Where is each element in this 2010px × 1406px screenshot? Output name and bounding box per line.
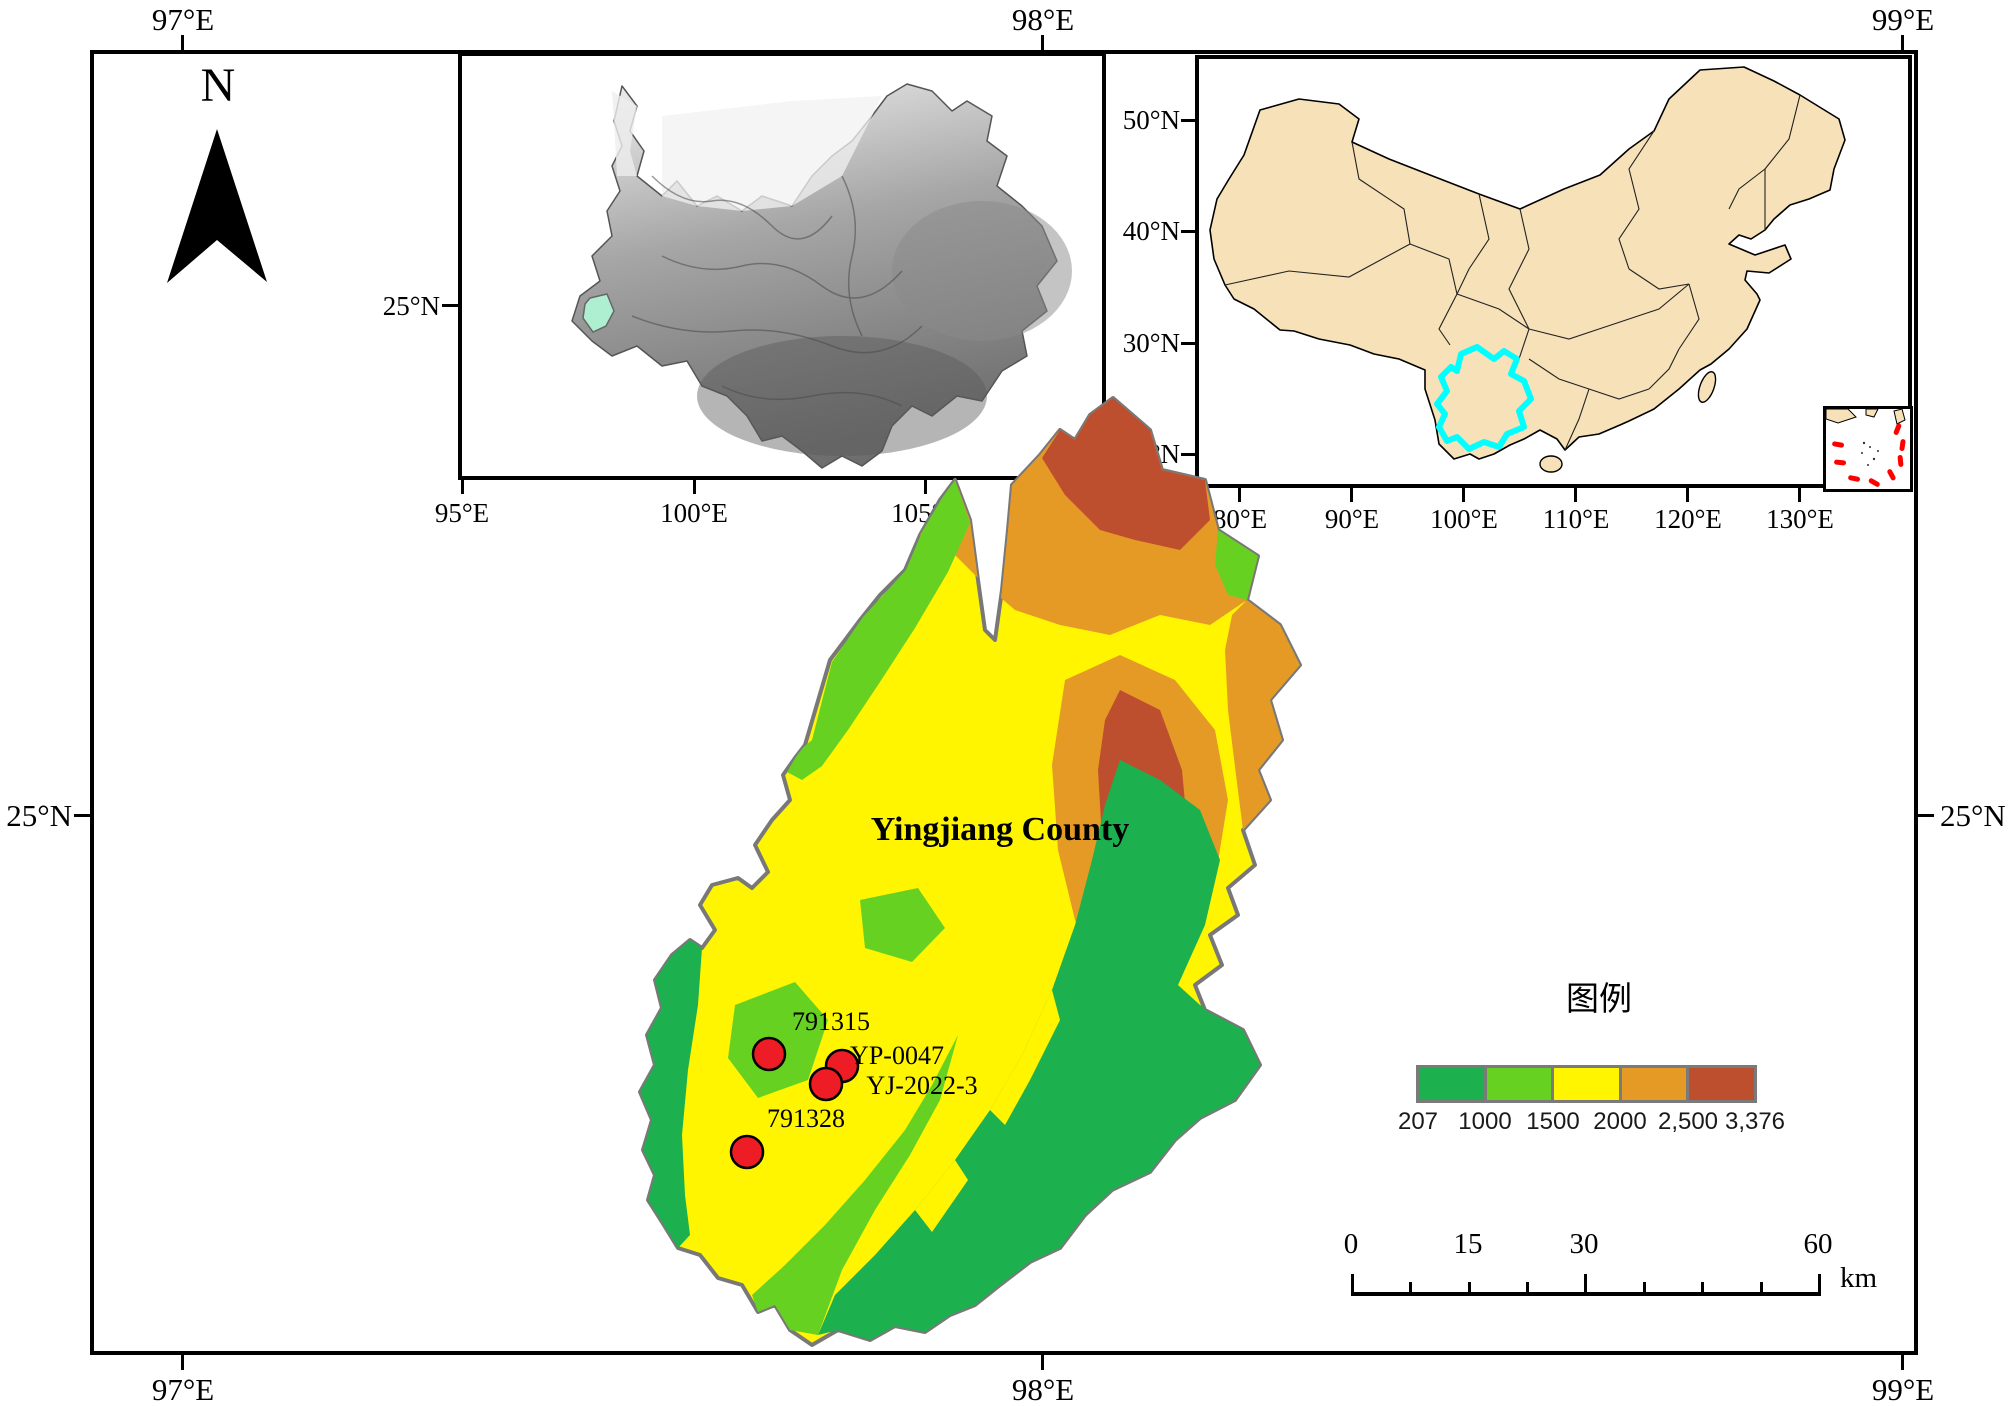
scale-tick-minor-4 [1701,1282,1704,1296]
south-china-sea-map [1826,409,1906,487]
legend-swatch-4 [1621,1068,1690,1100]
scale-label-0: 0 [1343,1228,1359,1260]
legend-value-2000: 2000 [1593,1108,1647,1135]
site-marker-791328 [729,1134,765,1170]
inset-china-tick-110e [1574,488,1577,502]
legend-value-1000: 1000 [1458,1108,1512,1135]
inset-yunnan-frame [458,52,1106,480]
inset-china-map [1209,66,1846,473]
inset-china-lon-100e: 100°E [1430,504,1498,534]
inset-yunnan-tick-100e [693,480,696,494]
inset-china-tick-30n [1181,342,1195,345]
legend-swatch-2 [1486,1068,1555,1100]
inset-china-lon-130e: 130°E [1766,504,1834,534]
lon-label-top-98e: 98°E [1011,2,1075,37]
site-marker-yj-2022-3 [808,1066,844,1102]
relief-lines [631,175,923,407]
yingjiang-county-map: Yingjiang County 791315 YP-0047 YJ-2022-… [638,396,1302,1347]
legend-swatch-5 [1689,1068,1754,1100]
inset-china-tick-20n [1181,453,1195,456]
inset-china-tick-90e [1350,488,1353,502]
lat-label-right-25n: 25°N [1940,798,2006,833]
inset-yunnan-map [571,83,1072,469]
inset-china-tick-50n [1181,119,1195,122]
inset-yunnan-lat-tick [442,304,458,307]
legend-swatch-1 [1419,1068,1487,1100]
scale-tick-60 [1818,1274,1821,1296]
inset-china-lon-120e: 120°E [1654,504,1722,534]
legend-value-3376: 3,376 [1724,1108,1786,1135]
inset-yunnan-tick-95e [461,480,464,494]
tick-bottom-98e [1041,1355,1044,1370]
inset-china-lat-50n: 50°N [1122,105,1180,135]
tick-bottom-97e [181,1355,184,1370]
north-arrow-icon [167,129,267,283]
inset-yunnan-lat-label: 25°N [382,291,440,321]
yingjiang-highlight-shape [582,293,615,333]
tick-bottom-99e [1901,1355,1904,1370]
lon-label-bottom-98e: 98°E [1011,1372,1075,1406]
tick-right-25n [1918,814,1934,817]
site-label-791315: 791315 [792,1007,870,1036]
inset-china-lat-30n: 30°N [1122,328,1180,358]
site-marker-791315 [751,1036,787,1072]
site-markers [729,1036,860,1170]
scale-tick-minor-1 [1409,1282,1412,1296]
north-arrow-label: N [200,59,236,112]
legend-color-ramp [1416,1065,1757,1103]
site-label-791328: 791328 [767,1104,845,1133]
site-label-yp-0047: YP-0047 [850,1041,944,1070]
scale-tick-minor-3 [1643,1282,1646,1296]
lon-label-bottom-99e: 99°E [1871,1372,1935,1406]
lon-label-top-97e: 97°E [151,2,215,37]
legend-value-1500: 1500 [1526,1108,1580,1135]
inset-china-lon-110e: 110°E [1542,504,1610,534]
scale-label-60: 60 [1803,1228,1833,1260]
hainan-island [1539,455,1563,473]
province-borders [1224,94,1801,451]
scale-label-30: 30 [1569,1228,1599,1260]
inset-china-frame [1195,55,1913,492]
china-outline [1209,66,1846,460]
scale-tick-0 [1351,1274,1354,1296]
scale-tick-minor-2 [1526,1282,1529,1296]
islets [1861,441,1879,466]
lat-label-left-25n: 25°N [6,798,72,833]
tick-top-98e [1041,35,1044,50]
legend-swatch-3 [1554,1068,1622,1100]
tick-top-97e [181,35,184,50]
legend-value-2500: 2,500 [1657,1108,1719,1135]
inset-china-tick-40n [1181,230,1195,233]
inset-china-lon-90e: 90°E [1324,504,1380,534]
lon-label-top-99e: 99°E [1871,2,1935,37]
scale-tick-30 [1584,1274,1587,1296]
inset-yunnan-lon-100e: 100°E [660,498,728,528]
yunnan-highlight-outline [1434,344,1534,452]
scale-label-15: 15 [1453,1228,1483,1260]
site-label-yj-2022-3: YJ-2022-3 [866,1071,977,1100]
taiwan-island [1697,371,1717,403]
inset-china-tick-100e [1462,488,1465,502]
scale-tick-minor-5 [1760,1282,1763,1296]
site-labels: 791315 YP-0047 YJ-2022-3 791328 [767,1007,978,1133]
inset-china-tick-80e [1238,488,1241,502]
south-china-sea-inset [1823,406,1913,492]
scale-tick-15 [1468,1282,1471,1296]
legend-title: 图例 [1566,982,1632,1018]
scale-unit-label: km [1840,1262,1878,1294]
lon-label-bottom-97e: 97°E [151,1372,215,1406]
tick-top-99e [1901,35,1904,50]
inset-china-lat-40n: 40°N [1122,216,1180,246]
inset-china-tick-120e [1686,488,1689,502]
legend-value-207: 207 [1397,1108,1439,1135]
inset-yunnan-tick-105e [924,480,927,494]
county-label: Yingjiang County [871,811,1130,848]
nine-dash-line [1832,423,1906,487]
inset-yunnan-lon-95e: 95°E [434,498,490,528]
inset-china-lon-80e: 80°E [1212,504,1268,534]
inset-china-tick-130e [1798,488,1801,502]
tick-left-25n [74,814,90,817]
